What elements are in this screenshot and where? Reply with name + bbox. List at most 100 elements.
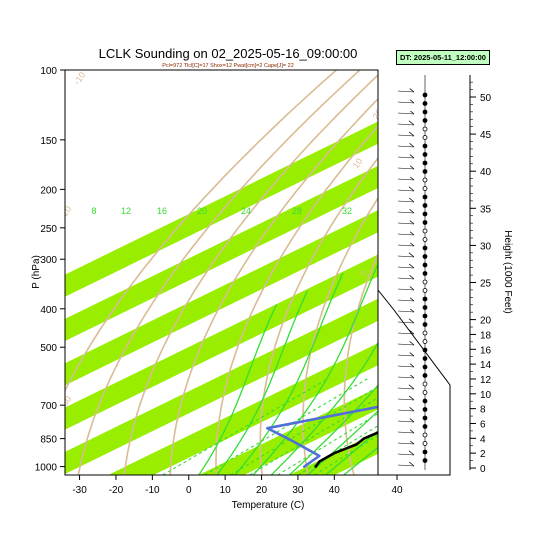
y-tick-label: 200 xyxy=(40,185,57,196)
wind-dot xyxy=(422,118,428,123)
height-axis-ticks: 0 2 4 6 8 10 12 14 16 18 20 25 30 35 40 45 50 xyxy=(470,81,492,475)
wind-barb-shaft xyxy=(397,156,415,159)
wind-barb xyxy=(410,308,415,313)
isotherm-band xyxy=(198,387,378,475)
wind-barb xyxy=(409,418,415,423)
mixing-ratio-line xyxy=(249,397,378,475)
moist-adiabat xyxy=(288,384,378,475)
wind-dot xyxy=(422,313,428,319)
wind-barb xyxy=(408,197,415,203)
wind-barb-shaft xyxy=(397,310,415,313)
wind-barb-shaft xyxy=(397,420,415,423)
isotherm-band xyxy=(380,70,540,475)
wind-barb xyxy=(408,395,415,401)
isotherm-band xyxy=(65,210,378,386)
wind-barb-shaft xyxy=(397,464,415,467)
wind-barb xyxy=(410,242,415,247)
height-tick-label: 14 xyxy=(480,360,492,371)
mixing-ratio-label: 28 xyxy=(292,206,302,216)
wind-dot xyxy=(422,194,428,200)
moist-adiabat xyxy=(325,429,378,475)
wind-dot xyxy=(422,356,428,361)
plot-frame-right-edge xyxy=(377,70,451,476)
mixing-ratio-line xyxy=(277,413,378,475)
x-tick-label: -30 xyxy=(72,485,87,496)
wind-dot xyxy=(422,237,428,242)
wind-barb xyxy=(408,461,415,467)
y-axis-label: P (hPa) xyxy=(31,255,42,289)
dry-adiabat xyxy=(532,70,540,475)
wind-barb xyxy=(409,99,415,104)
wind-barb xyxy=(409,429,415,434)
x-tick-label: 10 xyxy=(220,485,232,496)
wind-barb xyxy=(409,297,415,302)
x-tick-label: 40 xyxy=(391,485,403,496)
wind-barb-shaft xyxy=(397,189,415,192)
x-tick-label: -20 xyxy=(109,485,124,496)
wind-dot xyxy=(422,143,428,149)
wind-dot xyxy=(422,160,428,166)
wind-barb xyxy=(409,363,415,368)
wind-dot xyxy=(422,135,428,140)
wind-barb xyxy=(410,374,415,379)
x-tick-label: 20 xyxy=(256,485,268,496)
wind-dot xyxy=(422,271,428,276)
wind-barb-shaft xyxy=(397,321,415,324)
isotherm-band xyxy=(108,343,378,475)
y-tick-label: 1000 xyxy=(35,463,58,474)
wind-barb-shaft xyxy=(397,211,415,214)
y-tick-label: 700 xyxy=(40,401,57,412)
wind-dot xyxy=(422,169,428,174)
wind-barb-shaft xyxy=(397,255,415,258)
wind-barb xyxy=(409,340,415,346)
y-tick-label: 250 xyxy=(40,224,57,235)
height-tick-label: 0 xyxy=(480,464,486,475)
wind-barb xyxy=(408,329,415,335)
height-tick-label: 25 xyxy=(480,279,492,290)
dewpoint-profile xyxy=(266,405,378,468)
chart-title: LCLK Sounding on 02_2025-05-16_09:00:00 xyxy=(99,46,358,61)
wind-barb-shaft xyxy=(397,453,415,456)
wind-dot xyxy=(422,262,428,268)
height-tick-label: 18 xyxy=(480,330,492,341)
wind-dot xyxy=(422,432,428,438)
wind-barb xyxy=(408,131,415,137)
height-tick-label: 35 xyxy=(480,204,492,215)
height-tick-label: 4 xyxy=(480,434,486,445)
wind-barb-shaft xyxy=(397,409,415,412)
wind-barb-shaft xyxy=(397,112,415,115)
mixing-ratio-line xyxy=(162,378,329,475)
height-tick-label: 6 xyxy=(480,419,486,430)
wind-barb-shaft xyxy=(397,332,415,335)
dry-adiabat xyxy=(123,73,378,475)
wind-dot xyxy=(422,449,428,455)
mixing-ratio-line xyxy=(314,434,378,475)
y-tick-label: 500 xyxy=(40,343,57,354)
wind-barb-shaft xyxy=(397,134,415,137)
mixing-ratio-label: 20 xyxy=(197,206,207,216)
height-tick-label: 2 xyxy=(480,449,486,460)
moist-adiabat xyxy=(234,272,344,475)
y-tick-label: 300 xyxy=(40,255,57,266)
x-axis-ticks: -30 -20 -10 0 10 20 30 40 40 xyxy=(72,475,403,496)
wind-dot xyxy=(422,126,428,132)
moist-adiabat xyxy=(270,341,378,475)
wind-dot xyxy=(422,296,428,302)
wind-dot xyxy=(422,177,428,183)
wind-barb-shaft xyxy=(397,354,415,357)
wind-dot xyxy=(422,211,428,217)
temperature-profile xyxy=(314,431,378,468)
x-tick-label: 40 xyxy=(329,485,341,496)
wind-barb-shaft xyxy=(397,200,415,203)
height-tick-label: 50 xyxy=(480,93,492,104)
wind-barb xyxy=(408,384,415,390)
dry-adiabat xyxy=(65,70,337,393)
dry-adiabat xyxy=(259,156,378,475)
y-tick-label: 150 xyxy=(40,136,57,147)
isotherm-label: 20 xyxy=(371,107,385,121)
wind-dot xyxy=(422,347,428,353)
wind-dot xyxy=(422,398,428,404)
wind-barb xyxy=(408,263,415,269)
wind-barb-shaft xyxy=(397,90,415,93)
wind-barb xyxy=(409,88,415,93)
